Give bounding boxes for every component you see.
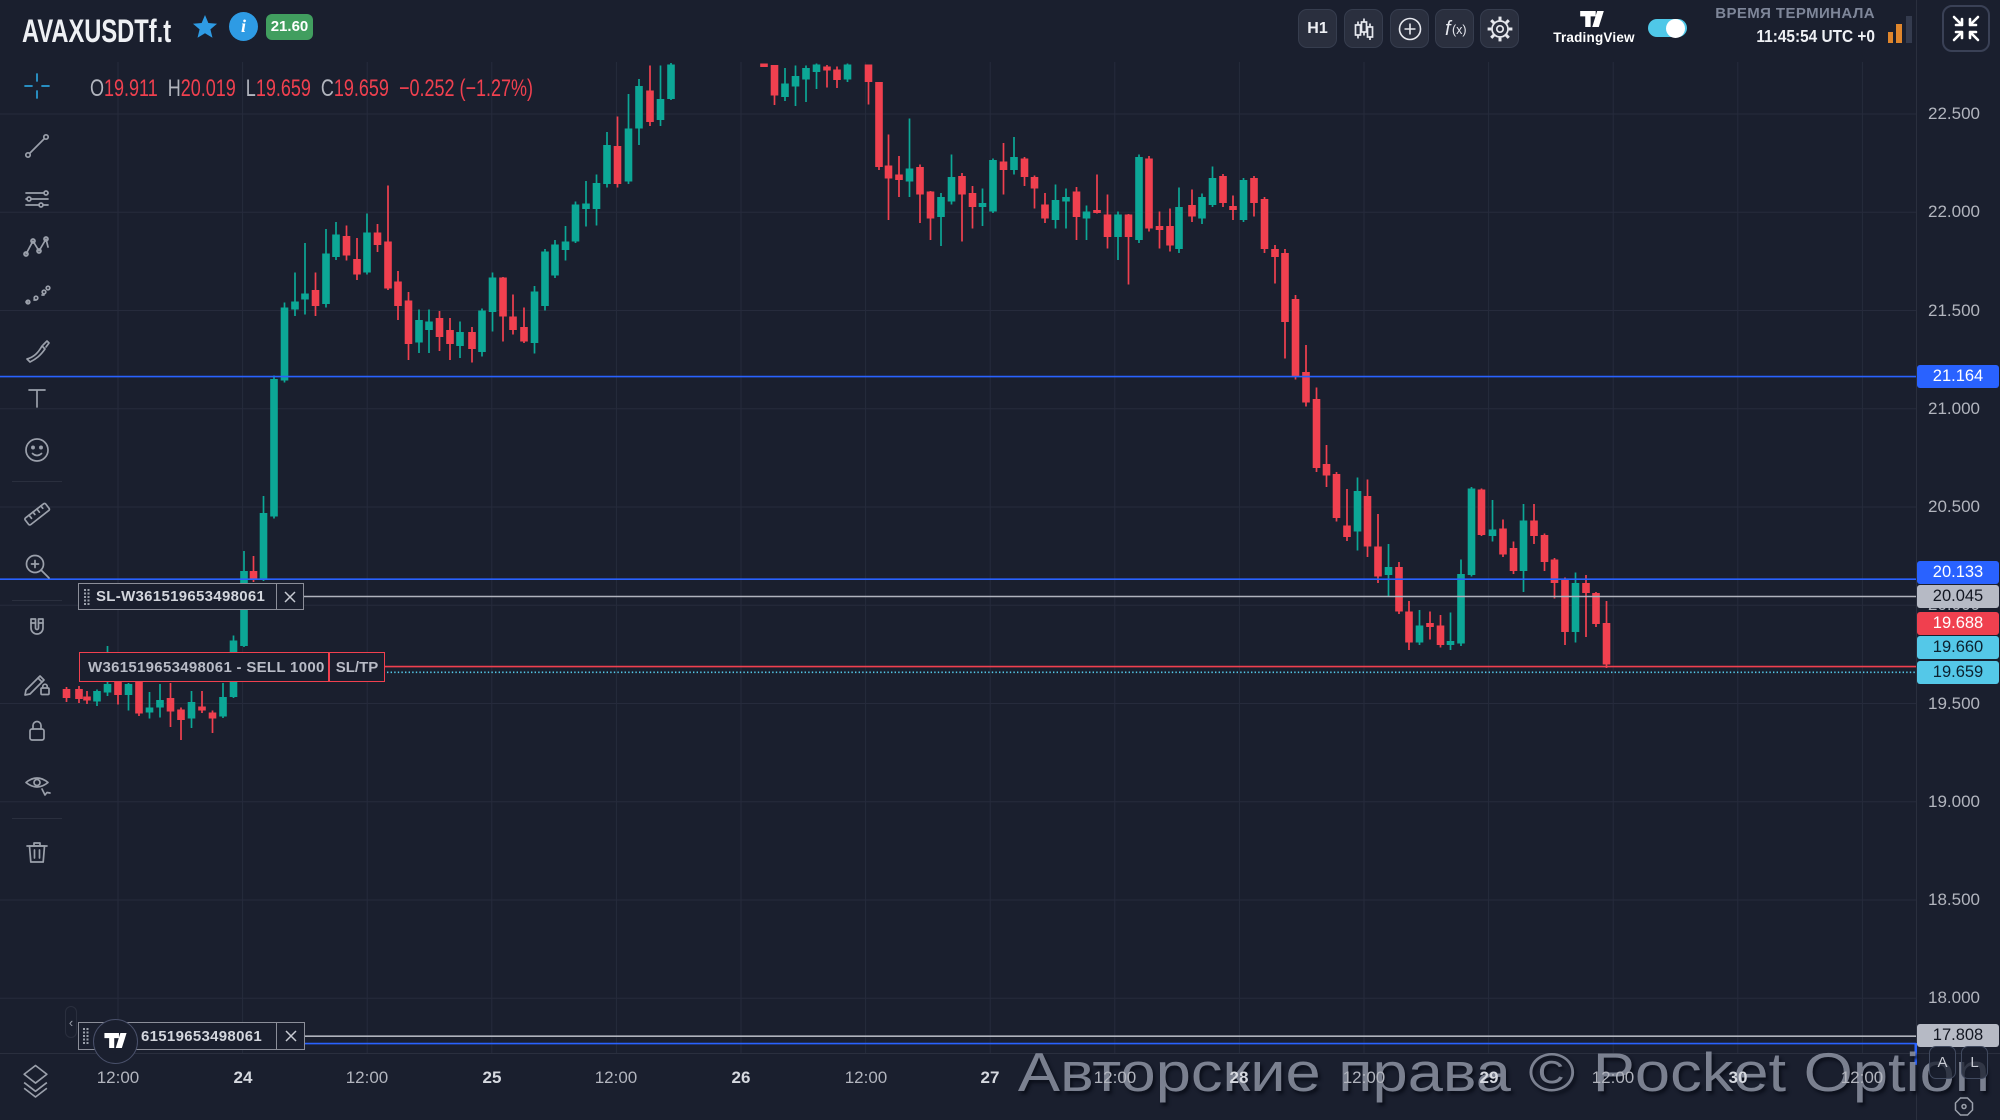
svg-text:f: f: [1445, 18, 1453, 40]
svg-text:(x): (x): [1452, 23, 1467, 37]
